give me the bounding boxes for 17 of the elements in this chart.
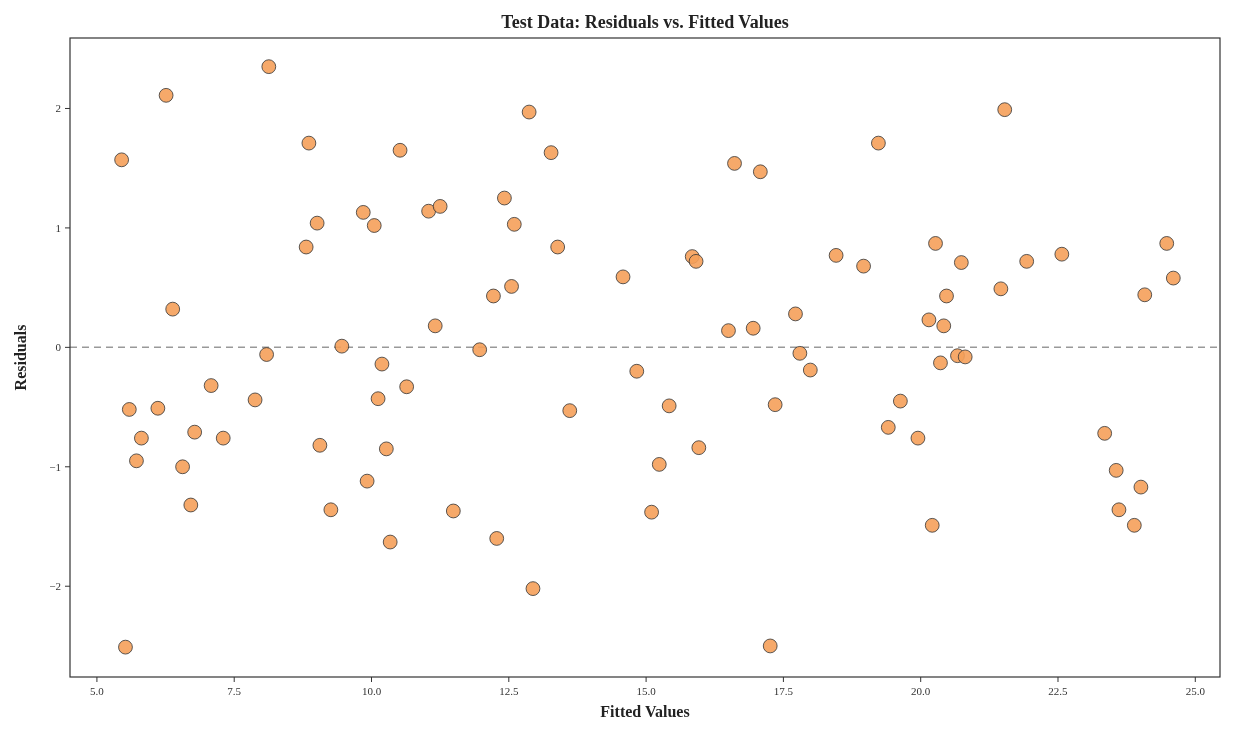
x-tick-label: 10.0 — [361, 685, 382, 697]
y-tick-label: 0 — [55, 341, 62, 354]
x-tick-label: 15.0 — [636, 685, 657, 697]
x-tick-label: 22.5 — [1048, 685, 1069, 697]
y-tick-label: −2 — [49, 580, 61, 593]
y-tick-label: 1 — [55, 221, 61, 234]
x-tick-label: 25.0 — [1185, 685, 1206, 697]
x-axis-title: Fitted Values — [600, 703, 690, 720]
y-axis-title: Residuals — [12, 324, 29, 391]
x-tick-label: 12.5 — [499, 685, 519, 697]
y-tick-label: 2 — [55, 102, 61, 115]
y-tick-label: −1 — [49, 460, 61, 473]
x-tick-label: 20.0 — [911, 685, 931, 697]
x-tick-label: 17.5 — [773, 685, 794, 697]
chart-title: Test Data: Residuals vs. Fitted Values — [501, 12, 789, 32]
x-tick-label: 5.0 — [90, 685, 105, 697]
x-tick-label: 7.5 — [227, 685, 242, 697]
